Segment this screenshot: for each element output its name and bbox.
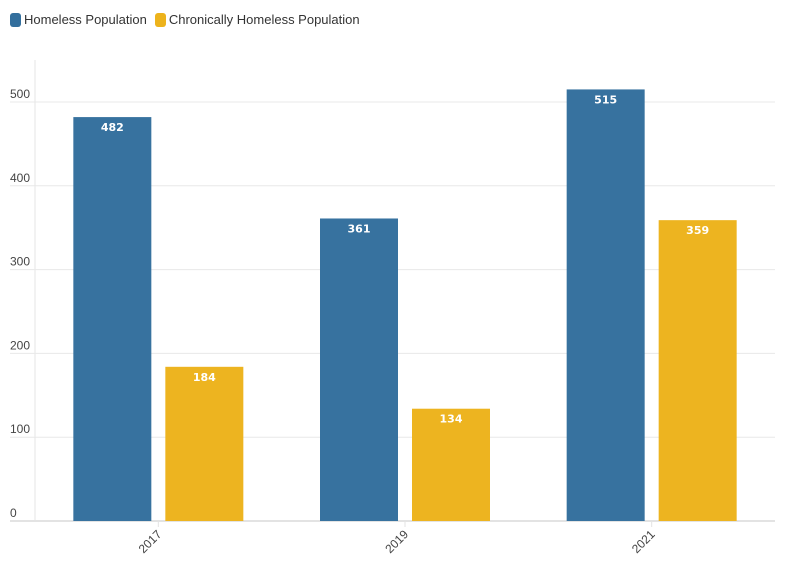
data-label-homeless-population-2021: 515 [594,93,617,106]
data-label-chronically-homeless-population-2021: 359 [686,224,709,237]
y-tick-label-100: 100 [10,422,30,436]
chart-legend: Homeless Population Chronically Homeless… [10,12,368,27]
legend-item-chronically-homeless[interactable]: Chronically Homeless Population [154,12,360,27]
bar-chronically-homeless-population-2021[interactable] [658,220,737,521]
legend-swatch-chronically-homeless [154,12,166,27]
data-label-chronically-homeless-population-2019: 134 [440,413,463,426]
x-tick-label-2019: 2019 [382,527,411,556]
data-label-homeless-population-2019: 361 [348,222,371,235]
y-tick-label-500: 500 [10,87,30,101]
bar-homeless-population-2019[interactable] [320,218,398,521]
legend-swatch-homeless [10,12,21,27]
x-tick-label-2017: 2017 [136,527,165,556]
bar-chronically-homeless-population-2017[interactable] [165,366,244,521]
bar-chronically-homeless-population-2019[interactable] [412,408,490,521]
y-tick-label-200: 200 [10,338,30,352]
legend-item-homeless[interactable]: Homeless Population [10,12,147,27]
data-label-homeless-population-2017: 482 [101,121,124,134]
y-tick-label-400: 400 [10,171,30,185]
bar-homeless-population-2021[interactable] [566,89,645,522]
y-tick-label-300: 300 [10,255,30,269]
legend-label-chronically-homeless: Chronically Homeless Population [168,12,360,27]
x-tick-label-2021: 2021 [629,527,658,556]
y-tick-label-0: 0 [10,506,17,520]
data-label-chronically-homeless-population-2017: 184 [193,371,216,384]
legend-label-homeless: Homeless Population [24,12,147,27]
bar-homeless-population-2017[interactable] [73,117,152,522]
